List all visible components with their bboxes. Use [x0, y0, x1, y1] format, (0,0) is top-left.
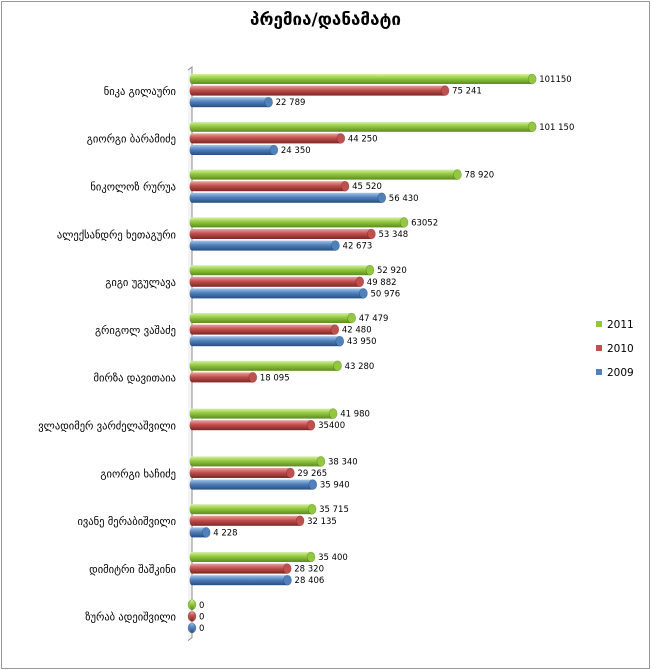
- category-label: გიორგი ბარამიძე: [87, 134, 176, 146]
- category-label: გიგი უგულავა: [105, 277, 176, 289]
- legend-swatch-2011: [596, 321, 602, 327]
- bar-2011: [189, 264, 375, 276]
- bar-2010: [189, 85, 450, 96]
- data-label-2009: 24 350: [281, 146, 311, 156]
- data-label-2009: 35 940: [320, 481, 350, 491]
- bar-2010: [189, 133, 346, 144]
- data-label-2011: 63052: [411, 218, 438, 228]
- data-label-2010: 32 135: [307, 517, 337, 527]
- data-label-2009: 0: [199, 624, 204, 634]
- bar-2009: [189, 288, 368, 299]
- data-label-2009: 4 228: [213, 528, 237, 538]
- data-label-2010: 0: [199, 612, 204, 622]
- legend-label-2009: 2009: [607, 367, 634, 379]
- category-label: დიმიტრი შაშკინი: [89, 564, 176, 576]
- data-label-2011: 35 715: [319, 505, 349, 515]
- bar-2009: [189, 335, 345, 347]
- data-label-2009: 22 789: [276, 98, 306, 108]
- bar-2011: [189, 121, 537, 133]
- bar-2011: [189, 360, 342, 372]
- bar-2009: [189, 574, 292, 586]
- data-label-2011: 78 920: [464, 171, 494, 181]
- data-label-2009: 28 406: [295, 576, 325, 586]
- data-label-2009: 42 673: [343, 242, 373, 252]
- bar-2010: [189, 563, 292, 574]
- bar-2010: [189, 419, 316, 431]
- data-label-2010: 44 250: [348, 134, 378, 144]
- category-label: მირზა დავითაია: [94, 373, 176, 385]
- bar-2011: [187, 599, 197, 611]
- data-label-2011: 43 280: [345, 362, 375, 372]
- legend-swatch-2010: [596, 345, 602, 351]
- data-label-2010: 49 882: [367, 278, 397, 288]
- data-label-2010: 29 265: [297, 469, 327, 479]
- chart-title: პრემია/დანამატი: [250, 10, 401, 30]
- bar-2010: [187, 611, 197, 622]
- bar-2011: [189, 217, 409, 228]
- bar-2009: [189, 479, 318, 490]
- data-label-2009: 43 950: [347, 337, 377, 347]
- data-label-2010: 53 348: [378, 230, 408, 240]
- bar-2010: [189, 228, 376, 240]
- bar-2011: [189, 408, 338, 419]
- category-label: ალექსანდრე ხეთაგური: [57, 229, 176, 241]
- bar-2011: [189, 312, 357, 324]
- bar-2011: [189, 169, 462, 180]
- data-label-2011: 35 400: [318, 553, 348, 563]
- data-label-2010: 18 095: [260, 373, 290, 383]
- category-label: ნიკოლოზ რურუა: [90, 182, 176, 194]
- data-label-2011: 101 150: [539, 123, 574, 133]
- bar-2009: [189, 192, 387, 204]
- data-label-2011: 47 479: [359, 314, 389, 324]
- data-label-2011: 0: [199, 601, 204, 611]
- data-label-2011: 38 340: [328, 457, 358, 467]
- bar-2009: [189, 96, 273, 108]
- data-label-2010: 45 520: [352, 182, 382, 192]
- data-label-2011: 52 920: [377, 266, 407, 276]
- legend-label-2010: 2010: [607, 343, 634, 355]
- bar-2011: [189, 456, 326, 467]
- category-label: ნიკა გილაური: [104, 86, 176, 98]
- bar-2010: [189, 324, 340, 335]
- category-label: გრიგოლ ვაშაძე: [95, 325, 176, 337]
- bar-2011: [189, 551, 316, 563]
- bar-2009: [189, 527, 211, 538]
- data-label-2009: 56 430: [389, 194, 419, 204]
- bar-2010: [189, 276, 365, 288]
- data-label-2009: 50 976: [370, 289, 400, 299]
- category-label: ზურაბ ადეიშვილი: [85, 612, 176, 624]
- bar-2010: [189, 515, 305, 527]
- bar-2010: [189, 180, 350, 192]
- bar-2011: [189, 503, 317, 515]
- bar-2010: [189, 372, 258, 383]
- category-label: გიორგი ხაჩიძე: [100, 468, 176, 480]
- data-label-2010: 75 241: [452, 87, 482, 97]
- y-axis-wall: [187, 66, 193, 641]
- category-label: ვლადიმერ ვარძელაშვილი: [38, 421, 176, 433]
- category-label: ივანე მერაბიშვილი: [77, 516, 176, 528]
- data-label-2010: 35400: [318, 421, 345, 431]
- data-label-2011: 41 980: [340, 410, 370, 420]
- data-label-2010: 42 480: [342, 326, 372, 336]
- bar-2009: [187, 622, 197, 634]
- bar-2010: [189, 467, 295, 479]
- bar-2009: [189, 240, 340, 251]
- legend-swatch-2009: [596, 369, 602, 375]
- data-label-2010: 28 320: [294, 565, 324, 575]
- data-label-2011: 101150: [539, 75, 571, 85]
- bar-2009: [189, 144, 279, 156]
- legend-label-2011: 2011: [607, 319, 634, 331]
- bar-2011: [189, 73, 537, 85]
